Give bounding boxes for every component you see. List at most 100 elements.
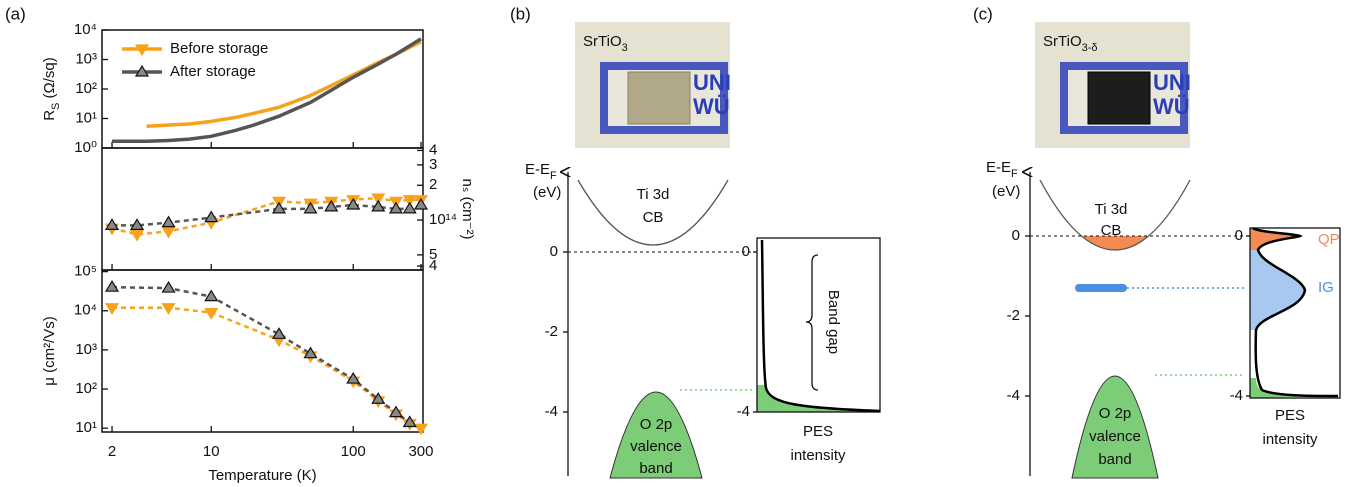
logo-text: WÜ (693, 94, 730, 119)
legend-label: After storage (170, 63, 256, 80)
y-tick-label: 10³ (75, 341, 97, 358)
ig-label: IG (1318, 279, 1334, 296)
energy-tick-label: -2 (545, 323, 558, 340)
band-label: band (639, 460, 672, 477)
subscript: S (50, 103, 62, 110)
photo-label: SrTiO3-δ (1043, 33, 1098, 54)
pes-tick-label: -4 (1230, 387, 1243, 404)
marker (104, 280, 120, 292)
marker (371, 392, 386, 404)
pes-tick-label: -4 (737, 403, 750, 420)
y-tick-label: 4 (429, 141, 437, 158)
marker (388, 405, 404, 418)
band-label: O 2p (640, 416, 673, 433)
text-part: R (41, 110, 58, 121)
marker (204, 307, 219, 320)
marker (371, 199, 386, 212)
y-tick-label: 3 (429, 156, 437, 173)
marker (204, 289, 219, 302)
marker (104, 303, 120, 315)
y-tick-label: 10⁵ (74, 263, 97, 280)
marker (402, 201, 417, 214)
marker (161, 226, 176, 239)
subscript: F (1011, 168, 1018, 180)
x-tick-label: 2 (108, 443, 116, 460)
marker (388, 201, 404, 214)
subscript: F (550, 170, 557, 182)
energy-tick-label: -2 (1007, 307, 1020, 324)
text-part: nₛ (cm⁻²) (459, 178, 476, 239)
pes-label: PES (1275, 407, 1305, 424)
panel-label: (b) (510, 4, 531, 23)
y-axis-label: μ (cm²/Vs) (41, 316, 58, 385)
series-line (111, 196, 421, 236)
qp-label: QP (1318, 231, 1340, 248)
photo: UNI WÜ SrTiO3-δ (1035, 22, 1191, 148)
energy-tick-label: -4 (1007, 387, 1020, 404)
photo: UNI WÜ SrTiO3 (575, 22, 731, 148)
plot-frame (101, 269, 424, 433)
pes-label: PES (803, 423, 833, 440)
marker (413, 423, 429, 436)
marker (303, 201, 318, 214)
marker (161, 303, 176, 315)
marker (402, 415, 417, 428)
marker (129, 229, 145, 242)
band-label: Ti 3d (1095, 201, 1128, 218)
text-part: E-E (986, 159, 1011, 176)
series-line (112, 37, 422, 143)
y-tick-label: 10² (75, 380, 97, 397)
band-gap-label: Band gap (825, 290, 842, 354)
y-tick-label: 10⁴ (74, 21, 97, 38)
y-tick-label: 10¹ (75, 109, 97, 126)
text-part: μ (cm²/Vs) (41, 316, 58, 385)
band-diagram (568, 172, 881, 479)
photo-label: SrTiO3 (583, 33, 628, 54)
subscript: 3 (622, 42, 628, 54)
band-label: valence (1089, 428, 1141, 445)
text-part: E-E (525, 161, 550, 178)
marker (204, 210, 219, 223)
subscript: 3-δ (1082, 42, 1098, 54)
series-line (112, 306, 422, 430)
panel-label: (c) (973, 4, 993, 23)
x-axis-label: Temperature (K) (208, 467, 316, 484)
y-axis-label: nₛ (cm⁻²) (459, 178, 476, 239)
axis-unit: (eV) (992, 183, 1020, 200)
legend-marker (134, 44, 150, 57)
axis-label: E-EF (986, 159, 1018, 180)
axis-unit: (eV) (533, 184, 561, 201)
marker (371, 193, 386, 206)
band-label: CB (1101, 222, 1122, 239)
marker (346, 371, 361, 384)
marker (346, 197, 361, 210)
y-axis-label: RS (Ω/sq) (41, 57, 62, 121)
band-label: valence (630, 438, 682, 455)
pes-label: intensity (1262, 431, 1318, 448)
band-label: CB (643, 209, 664, 226)
x-tick-label: 300 (408, 443, 433, 460)
energy-tick-label: 0 (550, 243, 558, 260)
logo-text: WÜ (1153, 94, 1190, 119)
marker (402, 195, 417, 207)
marker (161, 215, 176, 228)
marker (271, 201, 287, 214)
marker (129, 218, 145, 230)
marker (161, 280, 176, 293)
y-tick-label: 10¹ (75, 419, 97, 436)
marker (324, 199, 339, 212)
energy-tick-label: 0 (1012, 227, 1020, 244)
marker (104, 218, 120, 230)
series-line (111, 285, 411, 424)
legend-label: Before storage (170, 40, 268, 57)
band-label: O 2p (1099, 405, 1132, 422)
pes-tick-label: 0 (1235, 227, 1243, 244)
y-tick-label: 10⁰ (74, 139, 97, 156)
marker (271, 327, 287, 339)
legend-marker (134, 64, 150, 77)
pes-tick-label: 0 (742, 243, 750, 260)
logo-text: UNI (1153, 70, 1191, 95)
series-line (112, 203, 422, 227)
text-part: SrTiO (1043, 33, 1082, 50)
